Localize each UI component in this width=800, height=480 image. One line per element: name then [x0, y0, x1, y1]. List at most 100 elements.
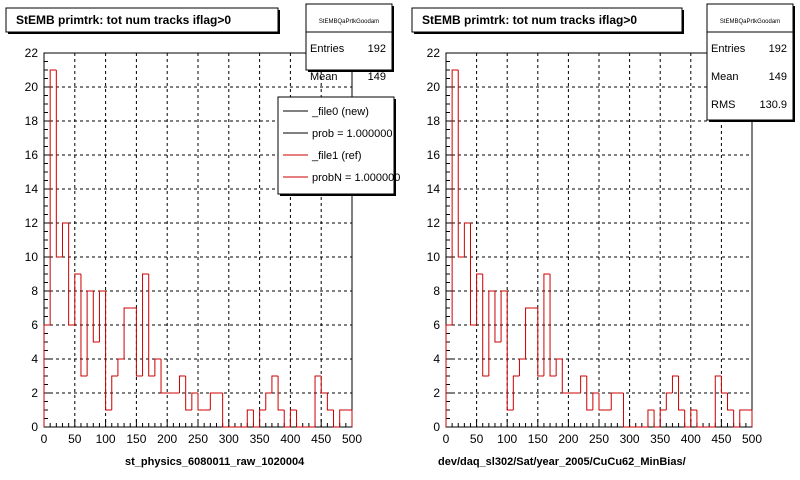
histogram-bin: [506, 291, 514, 411]
histogram-bin: [259, 409, 266, 427]
legend-label: probN = 1.000000: [312, 172, 400, 184]
histogram-bin: [494, 291, 502, 343]
histogram-bin: [265, 392, 272, 410]
y-tick-label: 18: [427, 114, 441, 128]
histogram-bin: [246, 409, 254, 427]
chart-title: StEMB primtrk: tot num tracks iflag>0: [422, 13, 637, 27]
histogram-bin: [720, 376, 728, 394]
legend-label: prob = 1.000000: [312, 128, 392, 140]
histogram-bin: [252, 410, 260, 428]
histogram-bin: [197, 393, 205, 411]
histogram-bin: [98, 290, 106, 342]
stats-value: 192: [769, 43, 787, 55]
stats-label: Mean: [310, 71, 338, 83]
histogram-bin: [154, 358, 162, 376]
x-tick-label: 0: [41, 432, 48, 446]
y-tick-label: 4: [433, 352, 440, 366]
stats-value: 149: [368, 71, 386, 83]
histogram-bin: [561, 359, 569, 394]
histogram-bin: [714, 375, 722, 427]
y-tick-label: 16: [427, 148, 441, 162]
histogram-bin: [482, 274, 489, 377]
histogram-bin: [727, 393, 734, 411]
histogram-bin: [678, 376, 685, 411]
histogram-bin: [326, 393, 334, 411]
x-tick-label: 200: [558, 432, 578, 446]
x-tick-label: 500: [342, 432, 362, 446]
y-tick-label: 0: [433, 420, 440, 434]
x-tick-label: 350: [250, 432, 270, 446]
histogram-bin: [580, 375, 587, 393]
histogram-bin: [622, 393, 630, 428]
x-tick-label: 300: [219, 432, 239, 446]
histogram-bin: [610, 392, 618, 410]
y-tick-label: 12: [25, 216, 39, 230]
stats-value: 130.9: [759, 99, 787, 111]
histogram-bin: [80, 274, 88, 377]
stats-value: 149: [769, 71, 787, 83]
histogram-bin: [653, 410, 661, 428]
x-tick-label: 250: [589, 432, 609, 446]
histogram-bin: [543, 273, 551, 376]
histogram-bin: [525, 307, 532, 359]
histogram-bin: [55, 70, 63, 258]
x-tick-label: 250: [188, 432, 208, 446]
histogram-bin: [339, 409, 346, 427]
histogram-bin: [469, 223, 477, 326]
histogram-bin: [61, 222, 69, 257]
histogram-series-0: [445, 69, 753, 428]
y-tick-label: 20: [427, 80, 441, 94]
y-tick-label: 18: [25, 114, 39, 128]
y-tick-label: 8: [433, 284, 440, 298]
stats-name: StEMBQaPrtkGoodam: [720, 19, 780, 25]
histogram-bin: [148, 274, 155, 377]
y-tick-label: 2: [433, 386, 440, 400]
histogram-bin: [111, 375, 118, 410]
y-tick-label: 10: [25, 250, 39, 264]
y-tick-label: 22: [427, 46, 441, 60]
histogram-bin: [733, 410, 740, 428]
x-tick-label: 100: [497, 432, 517, 446]
x-tick-label: 50: [68, 432, 82, 446]
x-tick-label: 350: [650, 432, 670, 446]
histogram-bin: [555, 358, 563, 376]
histogram-bin: [659, 409, 667, 427]
histogram-bin: [49, 69, 57, 325]
histogram-bin: [92, 291, 100, 343]
histogram-bin: [647, 409, 655, 427]
y-tick-label: 6: [433, 318, 440, 332]
histogram-bin: [277, 376, 285, 411]
histogram-bin: [537, 308, 544, 377]
histogram-bin: [549, 274, 557, 377]
stats-box: [305, 3, 393, 71]
y-tick-label: 14: [427, 182, 441, 196]
histogram-bin: [123, 307, 131, 359]
stats-label: Mean: [711, 71, 739, 83]
y-tick-label: 0: [31, 420, 38, 434]
histogram-bin: [320, 376, 328, 394]
x-tick-label: 450: [311, 432, 331, 446]
x-tick-label: 500: [742, 432, 762, 446]
histogram-bin: [222, 393, 229, 428]
y-tick-label: 14: [25, 182, 39, 196]
histogram-bin: [684, 410, 691, 428]
histogram-bin: [105, 291, 112, 411]
y-tick-label: 2: [31, 386, 38, 400]
legend-label: _file0 (new): [311, 106, 369, 118]
histogram-bin: [671, 375, 679, 393]
x-tick-label: 200: [157, 432, 177, 446]
histogram-bin: [592, 392, 599, 410]
x-tick-label: 300: [620, 432, 640, 446]
histogram-bin: [142, 273, 149, 376]
title-box: [411, 7, 683, 33]
histogram-series-0: [43, 69, 353, 428]
legend-label: _file1 (ref): [311, 150, 362, 162]
histogram-bin: [690, 409, 697, 427]
left-xlabel: st_physics_6080011_raw_1020004: [125, 456, 305, 468]
histogram-bin: [457, 70, 465, 258]
histogram-bin: [463, 222, 471, 257]
histogram-bin: [598, 393, 606, 411]
histogram-bin: [451, 69, 459, 325]
histogram-bin: [289, 409, 297, 427]
legend-box: [277, 96, 395, 195]
